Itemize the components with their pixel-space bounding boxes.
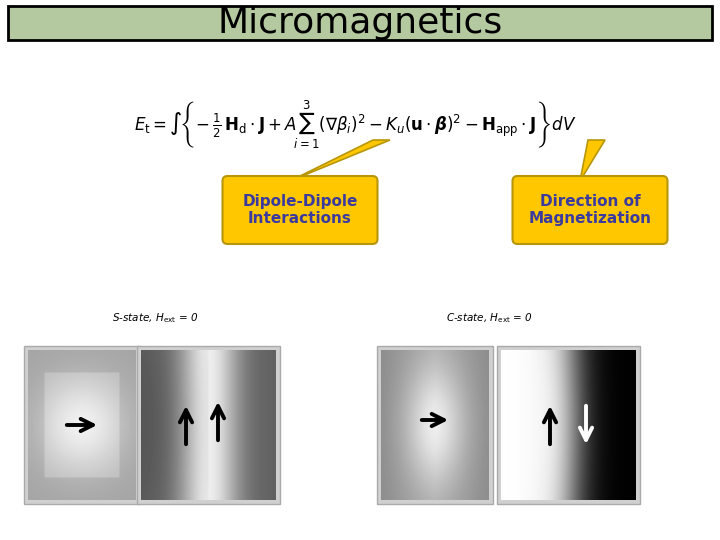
Polygon shape xyxy=(290,140,390,181)
Text: S-state, H$_{\mathrm{ext}}$ = 0: S-state, H$_{\mathrm{ext}}$ = 0 xyxy=(112,311,198,325)
FancyBboxPatch shape xyxy=(513,176,667,244)
Text: $E_{\rm t} = \int\!\left\{-\,\frac{1}{2}\,\mathbf{H}_{\rm d}\cdot\mathbf{J} + A\: $E_{\rm t} = \int\!\left\{-\,\frac{1}{2}… xyxy=(134,99,577,151)
FancyBboxPatch shape xyxy=(8,6,712,40)
FancyBboxPatch shape xyxy=(24,346,140,504)
FancyBboxPatch shape xyxy=(377,346,493,504)
Text: Direction of
Magnetization: Direction of Magnetization xyxy=(528,194,652,226)
FancyBboxPatch shape xyxy=(222,176,377,244)
Text: Micromagnetics: Micromagnetics xyxy=(217,6,503,40)
Text: Dipole-Dipole
Interactions: Dipole-Dipole Interactions xyxy=(243,194,358,226)
Text: C-state, H$_{\mathrm{ext}}$ = 0: C-state, H$_{\mathrm{ext}}$ = 0 xyxy=(446,311,534,325)
FancyBboxPatch shape xyxy=(497,346,639,504)
FancyBboxPatch shape xyxy=(137,346,279,504)
Polygon shape xyxy=(580,140,605,181)
